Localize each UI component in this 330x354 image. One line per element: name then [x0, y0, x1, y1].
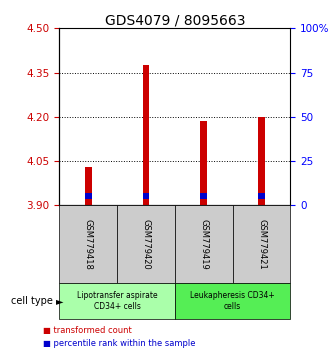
Text: cell type: cell type — [11, 296, 53, 306]
Text: GSM779418: GSM779418 — [84, 219, 93, 270]
Text: ■ transformed count: ■ transformed count — [43, 326, 132, 336]
Bar — [143, 193, 149, 199]
Text: GSM779421: GSM779421 — [257, 219, 266, 270]
Text: ■ percentile rank within the sample: ■ percentile rank within the sample — [43, 339, 195, 348]
Text: ►: ► — [56, 296, 64, 306]
Bar — [85, 167, 92, 205]
Bar — [200, 193, 207, 199]
Bar — [258, 193, 265, 199]
Bar — [258, 117, 265, 205]
Bar — [200, 121, 207, 205]
Bar — [143, 65, 149, 205]
Text: Lipotransfer aspirate
CD34+ cells: Lipotransfer aspirate CD34+ cells — [77, 291, 157, 310]
Bar — [85, 193, 92, 199]
Text: GSM779419: GSM779419 — [199, 219, 208, 270]
Text: GSM779420: GSM779420 — [142, 219, 150, 270]
Title: GDS4079 / 8095663: GDS4079 / 8095663 — [105, 13, 245, 27]
Text: Leukapheresis CD34+
cells: Leukapheresis CD34+ cells — [190, 291, 275, 310]
